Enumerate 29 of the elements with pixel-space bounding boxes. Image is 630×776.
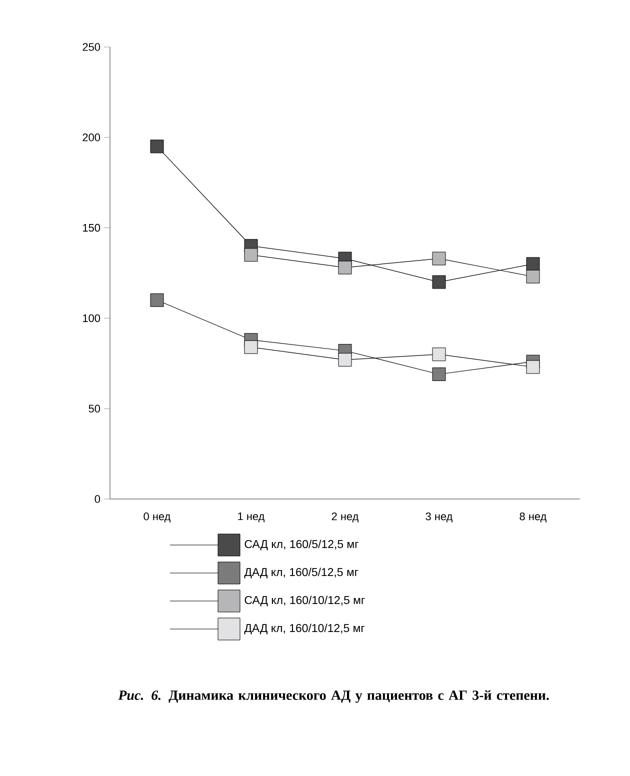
y-tick-label: 0 bbox=[94, 495, 100, 503]
point bbox=[526, 257, 540, 271]
point bbox=[338, 260, 352, 274]
point bbox=[432, 367, 446, 381]
point bbox=[244, 340, 258, 354]
x-tick-label: 0 нед bbox=[144, 512, 171, 522]
point bbox=[150, 140, 164, 154]
point bbox=[526, 270, 540, 284]
x-tick-label: 2 нед bbox=[332, 512, 359, 522]
text: Рис. 6. Динамика клинического АД у пациентов с АГ 3-й степени. bbox=[118, 690, 549, 703]
point bbox=[432, 252, 446, 266]
legend-label: ДАД кл, 160/10/12,5 мг bbox=[244, 624, 365, 634]
point bbox=[338, 353, 352, 367]
point bbox=[150, 293, 164, 307]
point bbox=[432, 348, 446, 362]
y-tick-label: 250 bbox=[82, 43, 100, 51]
point bbox=[526, 360, 540, 374]
x-tick-label: 8 нед bbox=[520, 512, 547, 522]
legend-label: САД кл, 160/10/12,5 мг bbox=[244, 596, 365, 606]
legend-label: САД кл, 160/5/12,5 мг bbox=[244, 540, 358, 550]
x-tick-label: 3 нед bbox=[426, 512, 453, 522]
y-tick-label: 150 bbox=[83, 224, 100, 232]
x-tick-label: 1 нед bbox=[238, 512, 265, 522]
point bbox=[432, 275, 446, 289]
y-tick-label: 50 bbox=[88, 404, 100, 412]
legend-label: ДАД кл, 160/5/12,5 мг bbox=[244, 568, 358, 578]
y-tick-label: 200 bbox=[82, 134, 100, 142]
y-tick-label: 100 bbox=[83, 314, 100, 322]
point bbox=[244, 248, 258, 262]
